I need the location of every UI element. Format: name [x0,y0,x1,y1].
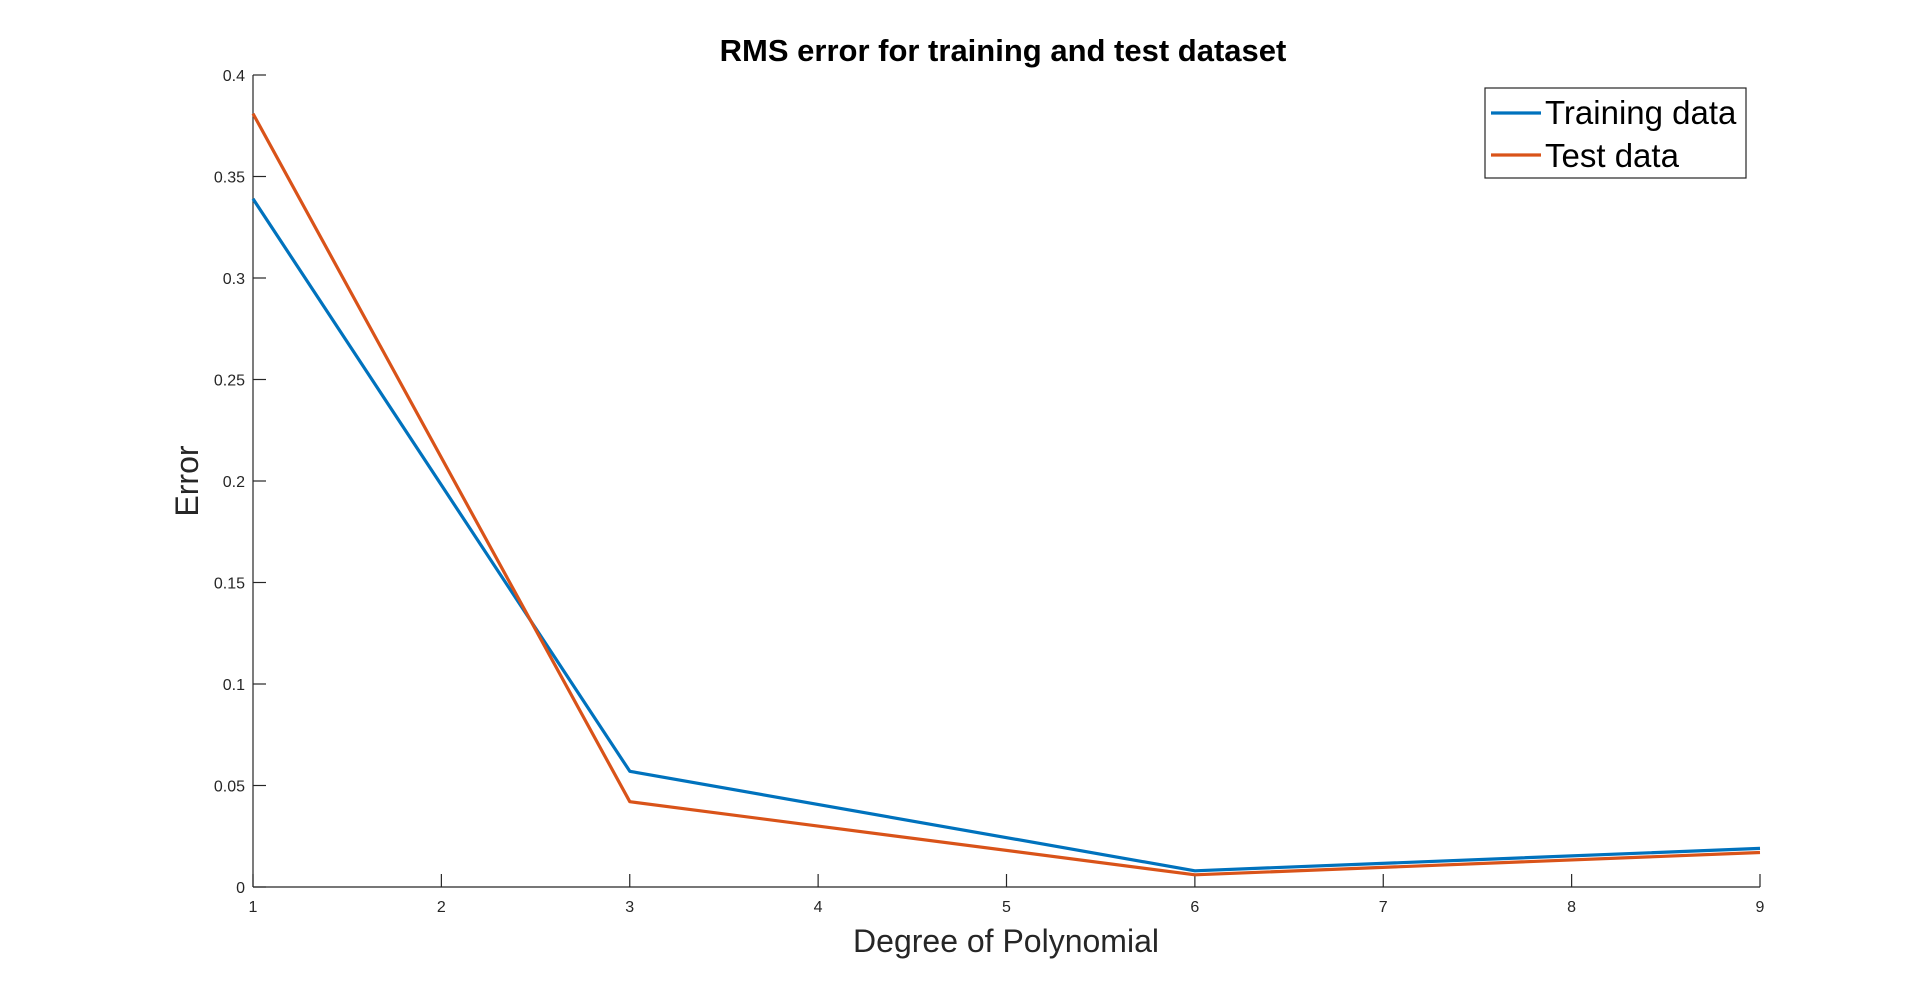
x-tick-label: 7 [1379,899,1388,916]
x-axis-label: Degree of Polynomial [853,923,1159,959]
y-tick-label: 0.1 [223,677,245,694]
x-tick-label: 5 [1002,899,1011,916]
y-tick-label: 0.25 [214,373,245,390]
y-tick-label: 0.3 [223,271,245,288]
x-tick-label: 3 [625,899,634,916]
chart-title: RMS error for training and test dataset [720,33,1287,68]
chart-legend: Training data Test data [1484,87,1747,179]
legend-label-training-data: Training data [1545,94,1737,131]
y-tick-label: 0.05 [214,779,245,796]
legend-label-test-data: Test data [1545,137,1680,174]
series-line-training-data [251,197,1761,873]
x-tick-label: 4 [814,899,823,916]
y-tick-label: 0.4 [223,68,245,85]
x-tick-label: 2 [437,899,446,916]
x-tick-label: 1 [249,899,258,916]
y-axis-ticks: 0 0.05 0.1 0.15 0.2 0.25 0.3 0.35 0.4 [214,68,266,897]
y-tick-label: 0 [236,880,245,897]
x-tick-label: 8 [1567,899,1576,916]
y-tick-label: 0.35 [214,170,245,187]
x-tick-label: 9 [1756,899,1765,916]
y-tick-label: 0.2 [223,474,245,491]
series-group [251,112,1761,877]
plot-area: 1 2 3 4 5 6 7 8 9 0 0.05 0.1 0.15 0.2 0.25 0.3 0.35 0.4 [214,68,1765,916]
legend-box [1484,87,1747,179]
y-tick-label: 0.15 [214,576,245,593]
y-axis-label: Error [169,445,205,516]
x-axis-ticks: 1 2 3 4 5 6 7 8 9 [249,874,1765,916]
x-tick-label: 6 [1190,899,1199,916]
series-line-test-data [251,112,1761,877]
